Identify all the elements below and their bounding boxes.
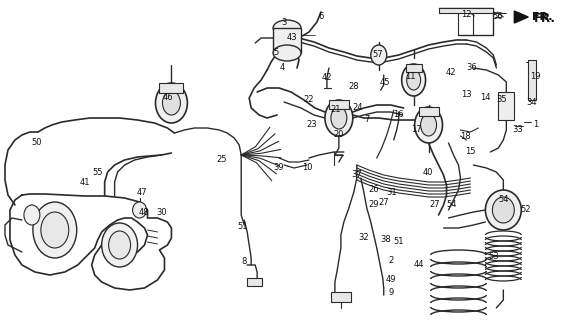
Ellipse shape bbox=[371, 45, 387, 65]
Text: 17: 17 bbox=[411, 125, 422, 134]
Text: 36: 36 bbox=[466, 63, 477, 72]
Text: FR.: FR. bbox=[532, 12, 553, 22]
Text: 51: 51 bbox=[237, 222, 247, 231]
Text: 4: 4 bbox=[279, 63, 285, 72]
Bar bbox=[331, 292, 351, 302]
Text: 54: 54 bbox=[498, 195, 509, 204]
Text: 52: 52 bbox=[520, 205, 531, 214]
Ellipse shape bbox=[331, 107, 347, 129]
Bar bbox=[329, 100, 349, 109]
Text: 42: 42 bbox=[445, 68, 456, 77]
Text: 48: 48 bbox=[138, 208, 149, 217]
Text: 9: 9 bbox=[388, 288, 393, 297]
Text: 29: 29 bbox=[369, 200, 379, 209]
Ellipse shape bbox=[486, 190, 522, 230]
Text: 45: 45 bbox=[379, 78, 390, 87]
Text: 18: 18 bbox=[460, 132, 471, 141]
Text: 14: 14 bbox=[480, 93, 491, 102]
Text: 25: 25 bbox=[216, 155, 226, 164]
Ellipse shape bbox=[156, 83, 187, 123]
Bar bbox=[419, 107, 438, 116]
Text: 19: 19 bbox=[530, 72, 541, 81]
Text: 43: 43 bbox=[287, 33, 297, 42]
Text: 35: 35 bbox=[496, 95, 507, 104]
Ellipse shape bbox=[273, 20, 301, 36]
Polygon shape bbox=[514, 11, 528, 23]
Text: 50: 50 bbox=[31, 138, 42, 147]
Bar bbox=[438, 8, 493, 13]
Text: 22: 22 bbox=[303, 95, 314, 104]
Bar bbox=[528, 60, 536, 100]
Text: 37: 37 bbox=[351, 170, 362, 179]
Text: 26: 26 bbox=[369, 185, 379, 194]
Ellipse shape bbox=[415, 107, 442, 143]
Text: 42: 42 bbox=[321, 73, 332, 82]
Text: 23: 23 bbox=[307, 120, 318, 129]
Ellipse shape bbox=[102, 223, 138, 267]
Text: 39: 39 bbox=[274, 163, 284, 172]
Ellipse shape bbox=[108, 231, 130, 259]
Text: 13: 13 bbox=[461, 90, 472, 99]
Text: 27: 27 bbox=[378, 198, 389, 207]
Text: 46: 46 bbox=[162, 93, 173, 102]
Text: FR.: FR. bbox=[534, 12, 556, 25]
Bar bbox=[160, 83, 183, 93]
Text: 6: 6 bbox=[318, 12, 324, 21]
Text: 3: 3 bbox=[282, 18, 287, 27]
Ellipse shape bbox=[273, 45, 301, 61]
Text: 5: 5 bbox=[274, 48, 279, 57]
Ellipse shape bbox=[492, 197, 514, 223]
Ellipse shape bbox=[402, 64, 425, 96]
Text: 27: 27 bbox=[429, 200, 440, 209]
Text: 11: 11 bbox=[405, 72, 416, 81]
Text: 15: 15 bbox=[465, 147, 475, 156]
Text: 10: 10 bbox=[302, 163, 312, 172]
Text: 8: 8 bbox=[242, 257, 247, 266]
Ellipse shape bbox=[407, 70, 420, 90]
Ellipse shape bbox=[420, 114, 437, 136]
Text: 33: 33 bbox=[512, 125, 523, 134]
Text: 40: 40 bbox=[422, 168, 433, 177]
Ellipse shape bbox=[24, 205, 40, 225]
Text: 41: 41 bbox=[79, 178, 90, 187]
Ellipse shape bbox=[162, 91, 180, 115]
Text: 12: 12 bbox=[461, 10, 472, 19]
Text: 24: 24 bbox=[352, 103, 363, 112]
Text: 21: 21 bbox=[330, 105, 341, 114]
Text: 44: 44 bbox=[414, 260, 424, 269]
Text: 49: 49 bbox=[386, 275, 396, 284]
Text: 28: 28 bbox=[348, 82, 359, 91]
Text: 54: 54 bbox=[446, 200, 457, 209]
Text: 16: 16 bbox=[393, 110, 404, 119]
Text: 47: 47 bbox=[136, 188, 147, 197]
Ellipse shape bbox=[325, 100, 353, 136]
Text: 31: 31 bbox=[387, 188, 397, 197]
Text: 34: 34 bbox=[526, 98, 537, 107]
Bar bbox=[498, 92, 514, 120]
Ellipse shape bbox=[133, 202, 147, 218]
Bar bbox=[273, 28, 301, 53]
Text: 53: 53 bbox=[488, 252, 498, 261]
Text: 20: 20 bbox=[334, 130, 344, 139]
Ellipse shape bbox=[41, 212, 69, 248]
Text: 32: 32 bbox=[359, 233, 369, 242]
Bar bbox=[247, 278, 262, 286]
Text: 56: 56 bbox=[492, 12, 502, 21]
Bar bbox=[406, 64, 422, 72]
Text: 2: 2 bbox=[388, 256, 393, 265]
Text: 51: 51 bbox=[393, 237, 404, 246]
Text: 38: 38 bbox=[380, 235, 391, 244]
Text: 57: 57 bbox=[373, 50, 383, 59]
Text: 1: 1 bbox=[533, 120, 538, 129]
Text: 55: 55 bbox=[92, 168, 103, 177]
Text: 7: 7 bbox=[364, 115, 369, 124]
Text: 30: 30 bbox=[156, 208, 167, 217]
Ellipse shape bbox=[33, 202, 77, 258]
